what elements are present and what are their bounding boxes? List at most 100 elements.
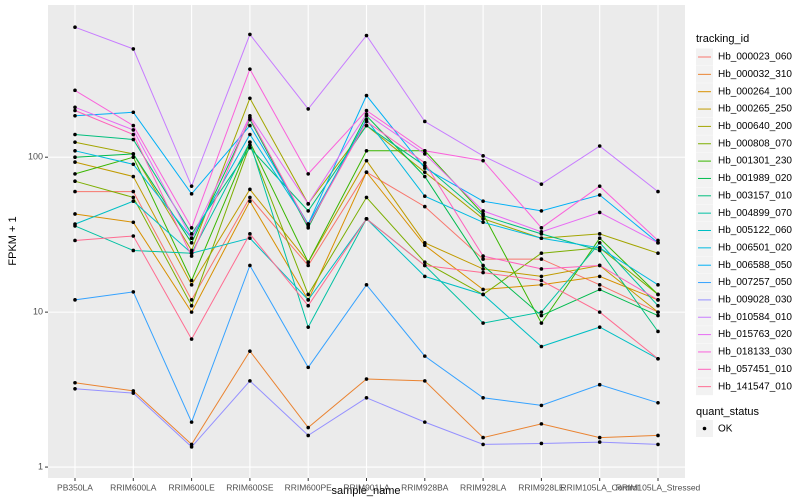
point	[73, 222, 77, 226]
legend-label: Hb_004899_070	[718, 208, 792, 219]
point	[539, 236, 544, 241]
point	[73, 172, 77, 176]
point	[248, 263, 252, 268]
point	[364, 283, 369, 287]
legend-label: Hb_000264_100	[718, 86, 792, 97]
legend-label: Hb_006501_020	[718, 242, 792, 253]
point	[189, 241, 194, 245]
point	[656, 292, 660, 297]
legend-label: Hb_000023_060	[718, 52, 792, 63]
point	[597, 325, 602, 329]
point	[131, 199, 136, 203]
point	[597, 184, 602, 188]
point	[364, 33, 369, 38]
point	[306, 107, 311, 111]
point	[189, 248, 194, 253]
point	[539, 274, 544, 279]
point	[189, 184, 194, 188]
point	[73, 386, 77, 391]
x-tick-label: RRIM928LA	[460, 482, 507, 492]
point	[73, 380, 77, 385]
point	[248, 143, 252, 147]
point	[539, 283, 544, 287]
legend-label: Hb_006588_050	[718, 260, 792, 271]
point	[131, 174, 136, 179]
point	[131, 189, 136, 194]
point	[248, 232, 252, 236]
point	[189, 192, 194, 196]
point	[597, 241, 602, 245]
x-tick-label: RRIM928BA	[401, 482, 449, 492]
point	[656, 313, 660, 318]
point	[597, 283, 602, 287]
point	[423, 161, 427, 165]
point	[189, 310, 194, 314]
point	[481, 321, 485, 325]
legend-label: Hb_018133_030	[718, 347, 792, 358]
point	[364, 170, 369, 175]
point	[73, 212, 77, 216]
point	[364, 108, 369, 113]
point	[539, 344, 544, 349]
point	[539, 310, 544, 314]
legend-label: Hb_009028_030	[718, 295, 792, 306]
point	[248, 379, 252, 383]
point	[481, 217, 485, 221]
point	[539, 422, 544, 426]
point	[423, 174, 427, 179]
legend-point	[702, 426, 707, 431]
point	[306, 209, 311, 213]
x-tick-label: RRIM901LA	[343, 482, 390, 492]
point	[656, 251, 660, 256]
point	[248, 123, 252, 128]
legend-label: Hb_005122_060	[718, 225, 792, 236]
point	[656, 298, 660, 302]
point	[364, 123, 369, 128]
point	[248, 199, 252, 203]
point	[539, 267, 544, 271]
point	[539, 209, 544, 213]
y-tick-label: 100	[28, 152, 43, 162]
point	[539, 226, 544, 230]
point	[248, 349, 252, 353]
point	[131, 195, 136, 200]
point	[423, 274, 427, 279]
point	[73, 148, 77, 153]
point	[597, 263, 602, 268]
point	[481, 270, 485, 275]
point	[539, 182, 544, 186]
point	[131, 152, 136, 156]
point	[539, 441, 544, 446]
point	[306, 202, 311, 206]
point	[597, 210, 602, 215]
point	[189, 420, 194, 424]
point	[73, 298, 77, 302]
point	[73, 108, 77, 113]
point	[597, 310, 602, 314]
point	[73, 105, 77, 110]
point	[423, 354, 427, 358]
point	[656, 238, 660, 243]
point	[189, 303, 194, 308]
point	[656, 189, 660, 194]
point	[597, 236, 602, 241]
point	[73, 25, 77, 30]
legend-label: Hb_001989_020	[718, 173, 792, 184]
point	[656, 283, 660, 287]
point	[73, 179, 77, 183]
point	[423, 170, 427, 175]
point	[73, 160, 77, 164]
point	[481, 395, 485, 400]
point	[306, 325, 311, 329]
point	[189, 278, 194, 283]
point	[306, 263, 311, 268]
legend-label: Hb_000808_070	[718, 138, 792, 149]
point	[189, 236, 194, 241]
point	[481, 442, 485, 447]
point	[131, 155, 136, 159]
point	[656, 310, 660, 314]
point	[131, 47, 136, 51]
point	[306, 292, 311, 297]
legend-label: Hb_010584_010	[718, 312, 792, 323]
